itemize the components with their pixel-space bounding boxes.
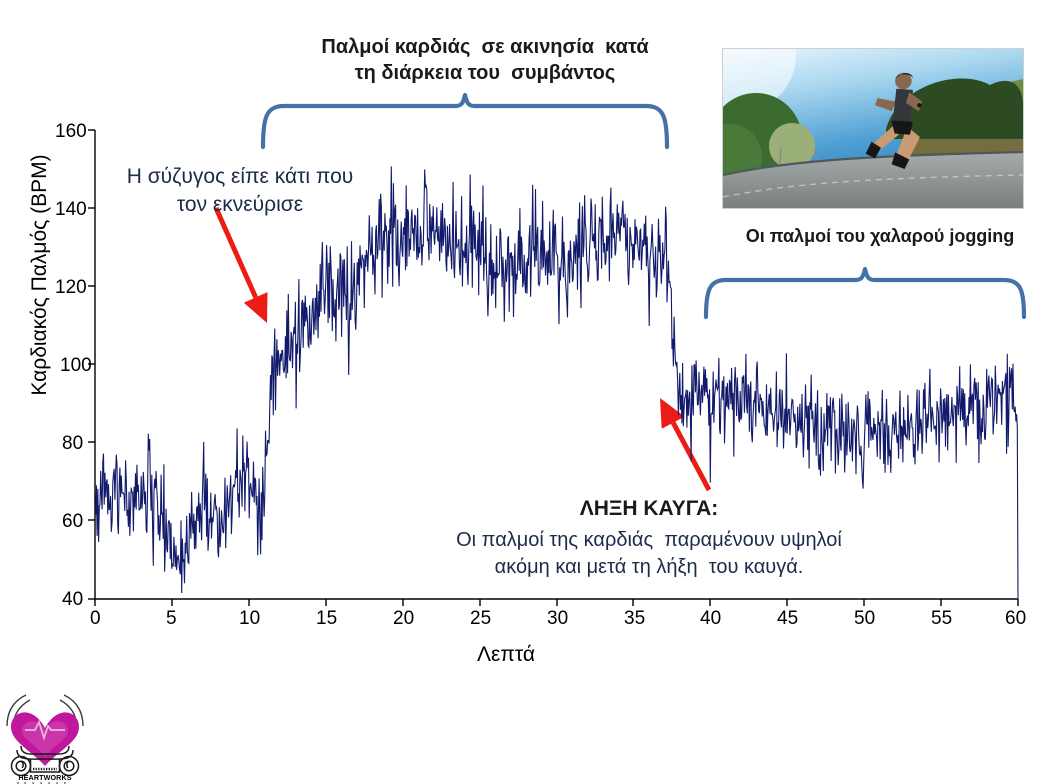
svg-text:HEARTWORKS: HEARTWORKS <box>18 773 71 782</box>
